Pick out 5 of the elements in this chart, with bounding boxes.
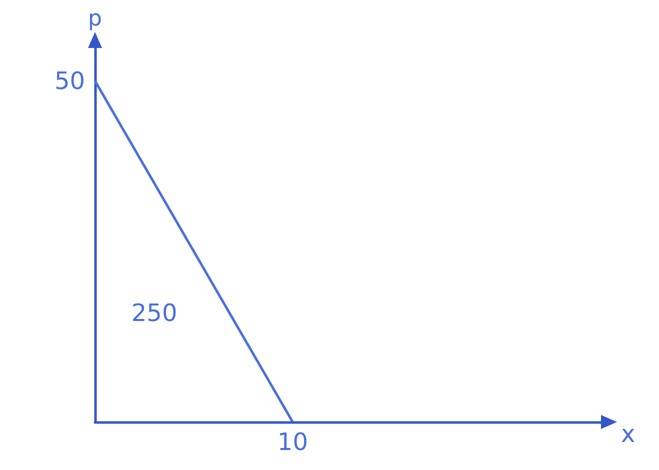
annotation: 250	[131, 298, 178, 327]
annotation: 50	[54, 66, 85, 95]
text: x	[621, 420, 636, 448]
text: 10	[277, 428, 308, 456]
y-axis-title: p	[88, 6, 102, 32]
